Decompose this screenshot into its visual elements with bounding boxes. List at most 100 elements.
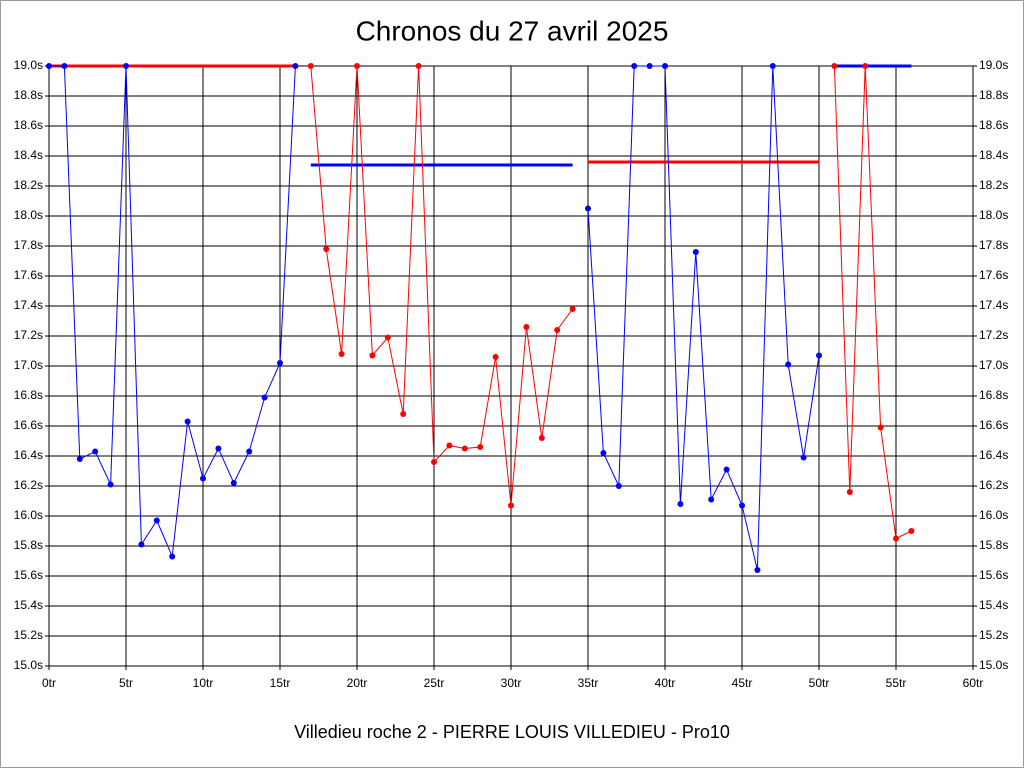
point <box>785 361 792 368</box>
point <box>184 418 191 425</box>
point <box>816 352 822 359</box>
point <box>800 454 807 461</box>
point <box>153 517 160 524</box>
point <box>769 63 776 69</box>
x-tick-label: 0tr <box>42 676 56 690</box>
point <box>261 394 268 401</box>
point <box>369 352 376 359</box>
x-tick-label: 40tr <box>655 676 676 690</box>
y2-tick-label: 15.6s <box>979 568 1008 582</box>
x-axis-label: Villedieu roche 2 - PIERRE LOUIS VILLEDI… <box>294 722 730 742</box>
point <box>461 445 468 452</box>
point <box>692 249 699 255</box>
point <box>138 541 145 548</box>
point <box>908 528 915 534</box>
point <box>600 450 607 456</box>
point <box>107 481 114 488</box>
y-tick-label: 15.8s <box>14 538 43 552</box>
x-tick-label: 50tr <box>809 676 830 690</box>
y2-tick-label: 16.4s <box>979 448 1008 462</box>
point <box>323 246 330 252</box>
point <box>277 360 283 366</box>
y2-tick-label: 15.4s <box>979 598 1008 612</box>
y2-tick-label: 18.0s <box>979 208 1008 222</box>
x-tick-label: 55tr <box>886 676 907 690</box>
y-tick-label: 15.0s <box>14 658 43 672</box>
y2-tick-label: 15.0s <box>979 658 1008 672</box>
point <box>76 456 83 462</box>
y-tick-label: 18.8s <box>14 88 43 102</box>
point <box>631 63 638 69</box>
y2-tick-label: 15.8s <box>979 538 1008 552</box>
y2-tick-label: 17.6s <box>979 268 1008 282</box>
y-tick-label: 18.0s <box>14 208 43 222</box>
y2-tick-label: 17.2s <box>979 328 1008 342</box>
x-tick-label: 25tr <box>424 676 445 690</box>
y2-tick-label: 18.2s <box>979 178 1008 192</box>
y2-tick-label: 17.4s <box>979 298 1008 312</box>
y2-tick-label: 16.6s <box>979 418 1008 432</box>
point <box>538 435 545 441</box>
y-tick-label: 16.6s <box>14 418 43 432</box>
point <box>569 306 576 312</box>
point <box>338 351 345 357</box>
point <box>230 480 237 486</box>
y-tick-label: 17.0s <box>14 358 43 372</box>
point <box>862 63 869 69</box>
y2-tick-label: 19.0s <box>979 58 1008 72</box>
point <box>477 444 484 450</box>
point <box>585 205 591 212</box>
point <box>46 63 52 69</box>
x-tick-label: 10tr <box>193 676 214 690</box>
y-tick-label: 16.2s <box>14 478 43 492</box>
point <box>61 63 68 69</box>
y2-tick-label: 18.8s <box>979 88 1008 102</box>
point <box>307 63 314 69</box>
point <box>893 535 899 542</box>
x-tick-label: 60tr <box>963 676 984 690</box>
point <box>215 445 222 452</box>
y-tick-label: 15.2s <box>14 628 43 642</box>
point <box>723 466 730 473</box>
y-tick-label: 18.6s <box>14 118 43 132</box>
point <box>508 502 514 509</box>
y-tick-label: 15.6s <box>14 568 43 582</box>
point <box>92 448 99 455</box>
x-tick-label: 30tr <box>501 676 522 690</box>
point <box>846 489 853 495</box>
y2-tick-label: 18.6s <box>979 118 1008 132</box>
point <box>708 496 715 503</box>
x-tick-label: 5tr <box>119 676 133 690</box>
point <box>492 354 499 360</box>
chart-title: Chronos du 27 avril 2025 <box>356 15 669 46</box>
point <box>646 63 653 69</box>
point <box>400 411 407 417</box>
point <box>677 501 684 507</box>
y2-tick-label: 16.8s <box>979 388 1008 402</box>
point <box>523 324 530 330</box>
y2-tick-label: 18.4s <box>979 148 1008 162</box>
point <box>877 424 884 431</box>
y-tick-label: 17.2s <box>14 328 43 342</box>
y-tick-label: 17.4s <box>14 298 43 312</box>
point <box>831 63 838 69</box>
point <box>169 553 176 560</box>
point <box>246 448 253 455</box>
y-tick-label: 16.4s <box>14 448 43 462</box>
y-tick-label: 17.8s <box>14 238 43 252</box>
point <box>431 459 437 465</box>
y-tick-label: 16.0s <box>14 508 43 522</box>
y-tick-label: 15.4s <box>14 598 43 612</box>
point <box>754 567 761 573</box>
y-tick-label: 17.6s <box>14 268 43 282</box>
series-line <box>587 65 820 571</box>
point <box>123 63 129 69</box>
x-tick-label: 45tr <box>732 676 753 690</box>
y2-tick-label: 15.2s <box>979 628 1008 642</box>
point <box>415 63 422 69</box>
y2-tick-label: 16.2s <box>979 478 1008 492</box>
y2-tick-label: 16.0s <box>979 508 1008 522</box>
point <box>446 442 453 449</box>
y-tick-label: 16.8s <box>14 388 43 402</box>
